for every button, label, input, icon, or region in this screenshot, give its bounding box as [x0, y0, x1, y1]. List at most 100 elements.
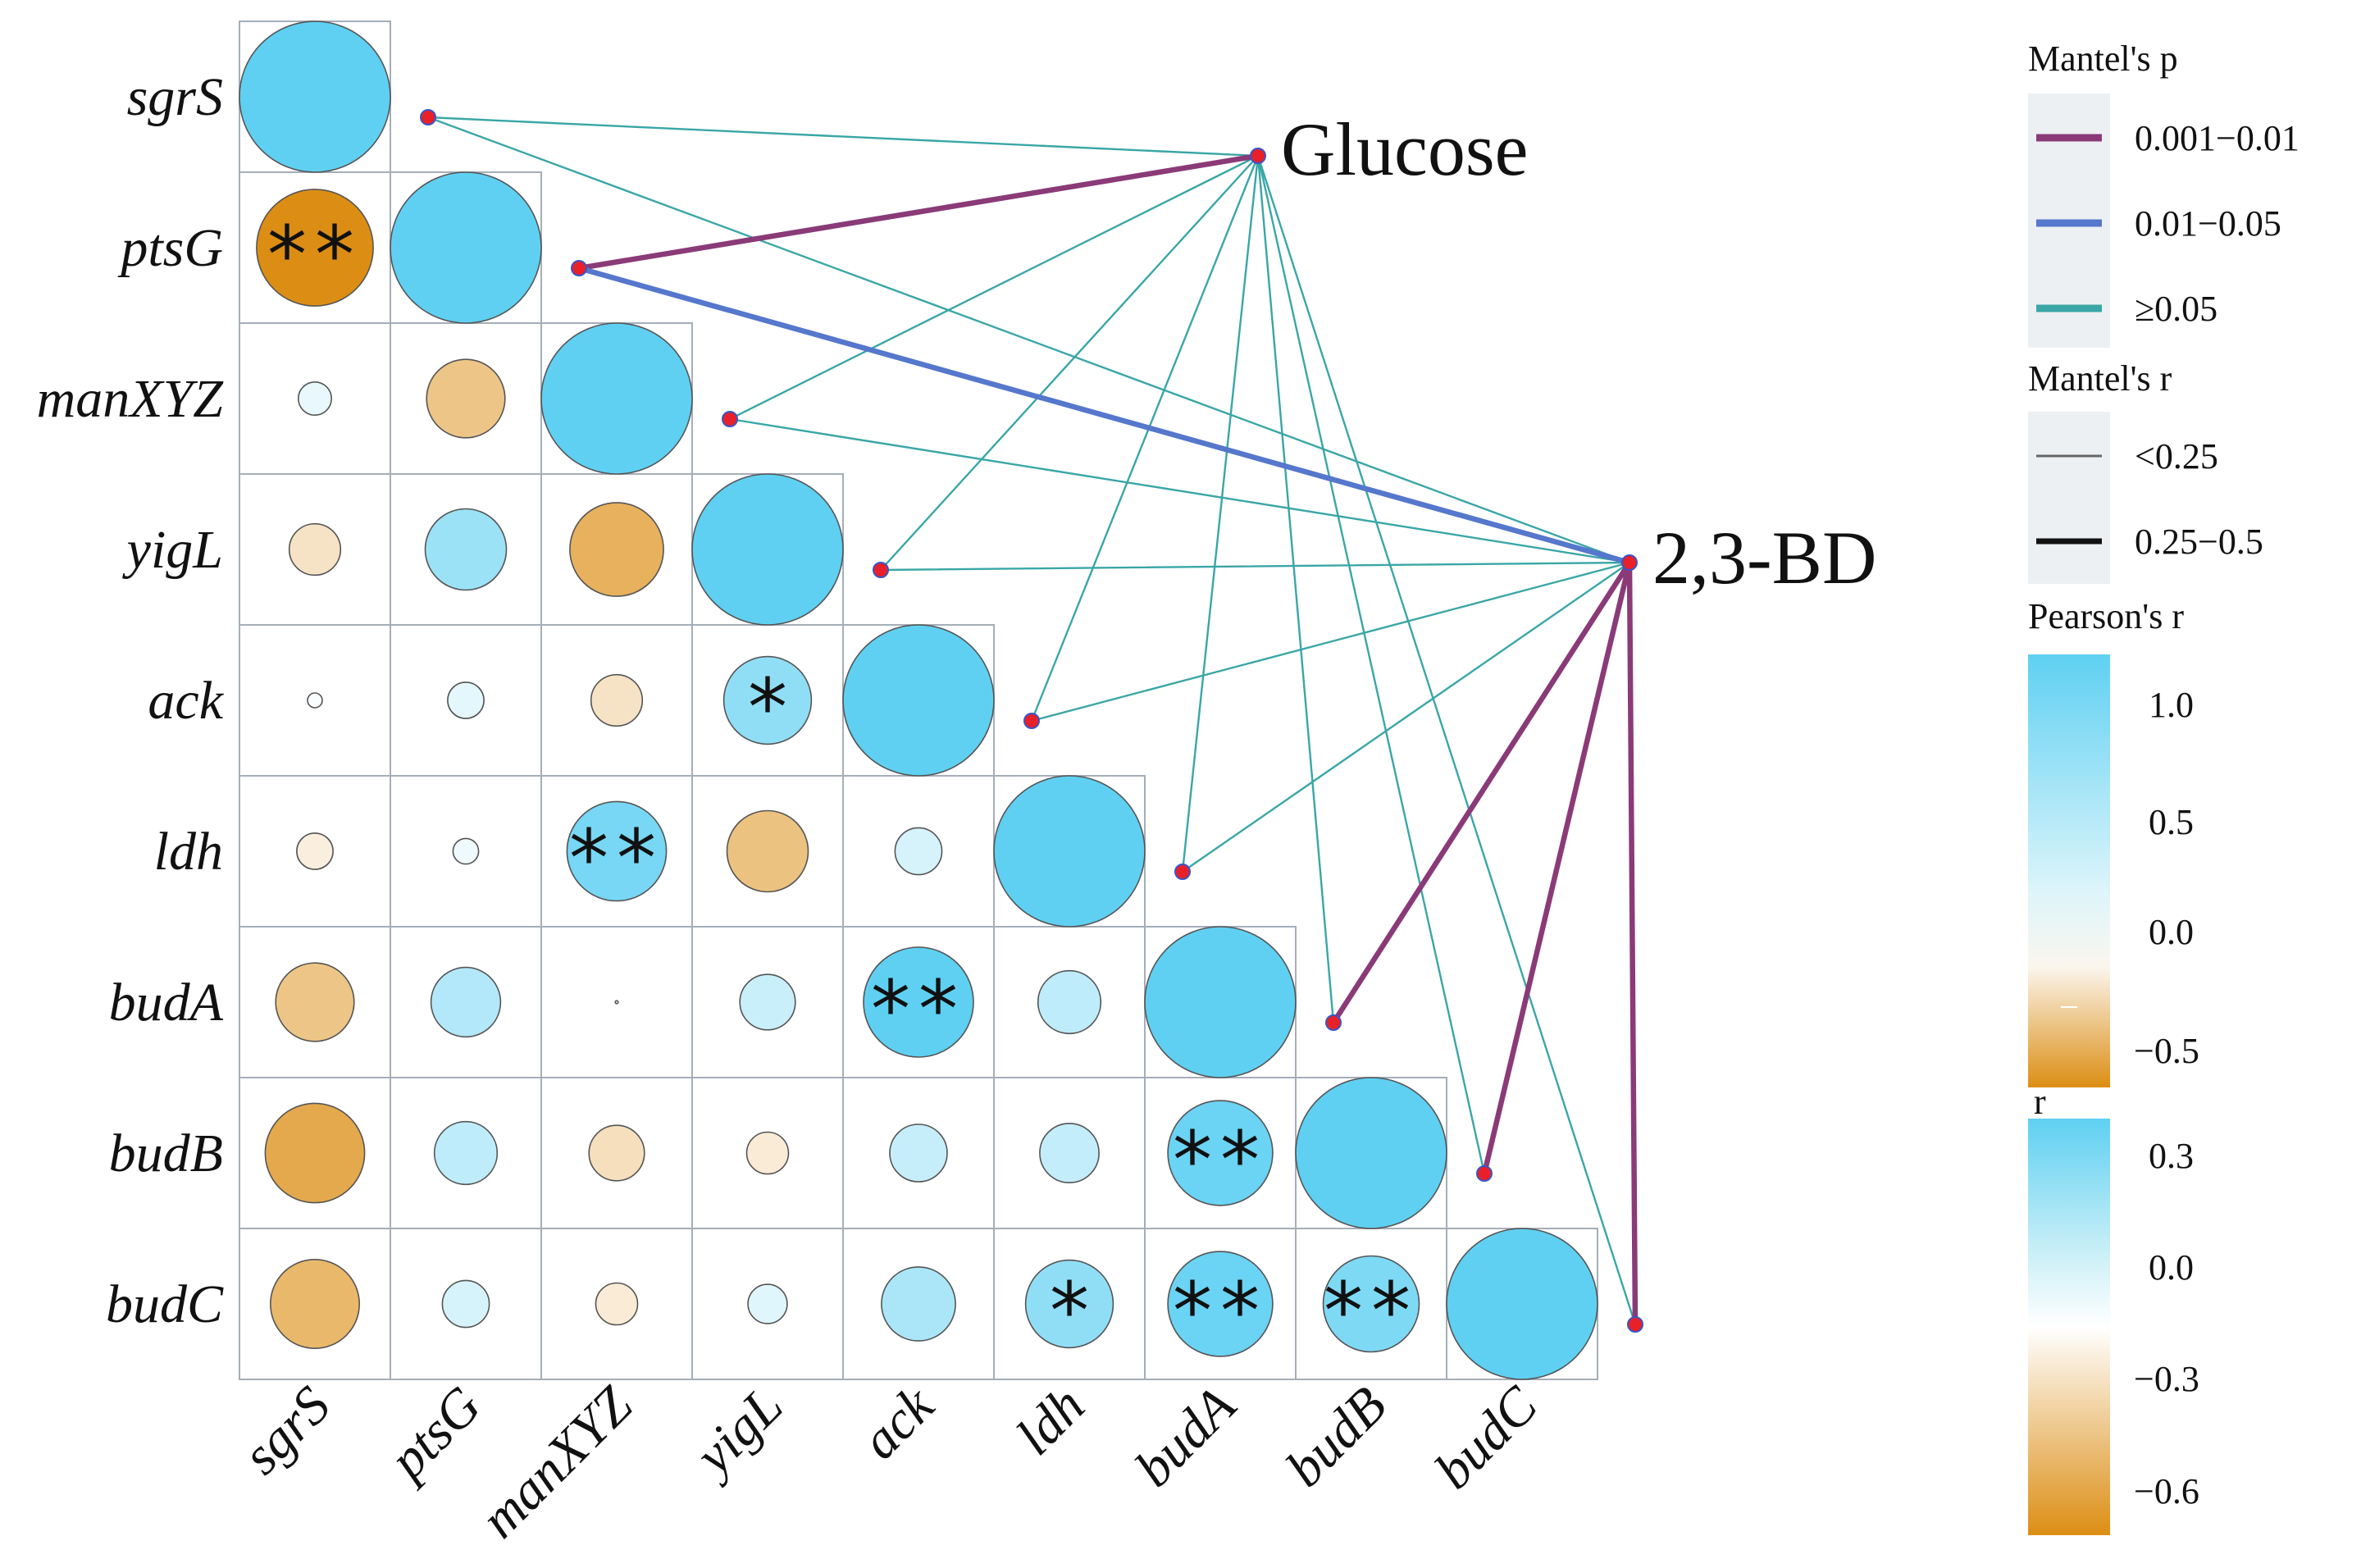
- legend-mantel-r-title: Mantel's r: [2028, 358, 2172, 399]
- col-label-sgrS: sgrS: [231, 1375, 342, 1486]
- row-label-yigL: yigL: [122, 520, 223, 580]
- target-labels: Glucose 2,3-BD: [1250, 107, 1876, 599]
- circle-budA-ldh: [1037, 969, 1102, 1035]
- mantel-link-Glucose-yigL: [879, 154, 1260, 572]
- circle-budC-budB: [1322, 1255, 1420, 1353]
- circle-manXYZ-ptsG: [426, 358, 506, 439]
- pearson-tick-1: 1.0: [2149, 685, 2194, 725]
- circle-budA-manXYZ: [614, 1000, 619, 1005]
- legend-mantel-r-panel: [2028, 412, 2110, 584]
- mantel-link-2,3-BD-budC: [1626, 559, 1639, 1328]
- circle-ack-manXYZ: [590, 673, 644, 727]
- col-label-budB: budB: [1274, 1375, 1397, 1498]
- target-node-2,3-BD: [1621, 554, 1638, 571]
- circle-budA-yigL: [739, 973, 796, 1031]
- significance-budC-budA: **: [1173, 1265, 1268, 1357]
- cell-budC-ack: [842, 1228, 995, 1380]
- circle-budB-budA: [1167, 1100, 1274, 1206]
- mantel-link-2,3-BD-budB: [1481, 559, 1633, 1177]
- circle-budB-ack: [889, 1124, 948, 1183]
- circle-budC-ldh: [1024, 1259, 1114, 1349]
- significance-budB-budA: **: [1173, 1114, 1268, 1206]
- legend-mantel-p-title: Mantel's p: [2028, 39, 2178, 79]
- r-tick-4: −0.6: [2134, 1471, 2199, 1511]
- row-label-budC: budC: [106, 1274, 224, 1334]
- gene-node-yigL: [873, 562, 889, 578]
- circle-ldh-sgrS: [296, 832, 334, 870]
- legend-p-label-2: 0.01−0.05: [2135, 203, 2281, 244]
- legend-r-label-2: 0.25−0.5: [2135, 522, 2263, 562]
- circle-manXYZ-sgrS: [297, 381, 332, 416]
- row-label-budA: budA: [109, 973, 224, 1032]
- circle-budA-ack: [863, 946, 974, 1058]
- circle-yigL-yigL: [691, 473, 844, 626]
- circle-ack-ptsG: [447, 681, 485, 719]
- significance-budC-budB: **: [1324, 1265, 1419, 1357]
- significance-budC-ldh: *: [1050, 1265, 1089, 1357]
- mantel-link-2,3-BD-sgrS: [426, 116, 1631, 564]
- significance-ldh-manXYZ: **: [569, 813, 664, 905]
- circle-yigL-ptsG: [424, 508, 508, 591]
- circle-ack-ack: [842, 624, 995, 777]
- row-label-ack: ack: [148, 671, 224, 731]
- significance-budA-ack: **: [871, 964, 966, 1055]
- circle-budA-budA: [1144, 926, 1297, 1078]
- circle-budA-ptsG: [430, 966, 502, 1038]
- row-label-ldh: ldh: [154, 822, 223, 882]
- legend-p-label-3: ≥0.05: [2135, 289, 2217, 329]
- significance-ptsG-sgrS: **: [267, 209, 362, 301]
- legend-r-label-1: <0.25: [2135, 436, 2218, 476]
- row-label-sgrS: sgrS: [127, 67, 223, 127]
- correlation-matrix: ********** ** **: [239, 21, 1598, 1380]
- mantel-link-Glucose-manXYZ: [728, 154, 1260, 421]
- circle-yigL-sgrS: [288, 522, 342, 577]
- r-tick-3: −0.3: [2134, 1359, 2199, 1399]
- r-colorbar: [2028, 1119, 2110, 1535]
- circle-budC-budA: [1167, 1251, 1274, 1357]
- circle-budA-sgrS: [275, 962, 355, 1042]
- col-label-budC: budC: [1424, 1374, 1549, 1500]
- pearson-tick-2: 0.5: [2149, 802, 2194, 842]
- mantel-link-Glucose-ack: [1030, 154, 1260, 722]
- circle-budC-budC: [1446, 1228, 1598, 1380]
- circle-budC-sgrS: [269, 1259, 360, 1350]
- mantel-link-2,3-BD-ptsG: [576, 265, 1633, 566]
- circle-budB-ptsG: [433, 1120, 499, 1186]
- cell-budC-manXYZ: [540, 1228, 693, 1380]
- row-label-ptsG: ptsG: [117, 218, 223, 278]
- pearson-tick-3: 0.0: [2149, 912, 2194, 952]
- mantel-links: [420, 109, 1643, 1333]
- circle-ptsG-sgrS: [256, 189, 374, 307]
- circle-ldh-yigL: [726, 809, 809, 893]
- circle-ldh-ldh: [993, 775, 1146, 928]
- circle-ldh-ack: [894, 827, 943, 876]
- target-label-Glucose: Glucose: [1281, 107, 1528, 191]
- col-label-budA: budA: [1124, 1375, 1247, 1499]
- col-label-manXYZ: manXYZ: [469, 1374, 644, 1549]
- gene-node-ack: [1023, 713, 1040, 729]
- mantel-link-Glucose-budA: [1256, 154, 1335, 1024]
- mantel-link-Glucose-budC: [1256, 154, 1637, 1326]
- circle-budC-yigL: [747, 1283, 788, 1324]
- gene-node-ldh: [1174, 864, 1191, 880]
- mantel-link-2,3-BD-budA: [1330, 559, 1633, 1026]
- mantel-link-2,3-BD-ack: [1030, 561, 1631, 722]
- col-label-ldh: ldh: [1005, 1375, 1096, 1466]
- target-node-Glucose: [1250, 148, 1266, 164]
- pearson-tick-4: −0.5: [2134, 1031, 2199, 1071]
- circle-budC-manXYZ: [595, 1282, 639, 1326]
- circle-budC-ptsG: [441, 1279, 490, 1329]
- mantel-link-Glucose-ldh: [1181, 154, 1260, 873]
- gene-node-ptsG: [571, 260, 587, 276]
- mantel-link-2,3-BD-ldh: [1181, 561, 1631, 873]
- row-label-manXYZ: manXYZ: [37, 369, 225, 429]
- cell-yigL-ptsG: [390, 473, 542, 626]
- r-tick-1: 0.3: [2149, 1136, 2194, 1176]
- circle-budB-manXYZ: [588, 1124, 645, 1182]
- circle-budB-sgrS: [264, 1102, 366, 1204]
- gene-node-budC: [1627, 1316, 1643, 1333]
- col-label-ack: ack: [850, 1374, 946, 1471]
- gene-node-manXYZ: [722, 411, 738, 427]
- row-label-budB: budB: [109, 1124, 223, 1183]
